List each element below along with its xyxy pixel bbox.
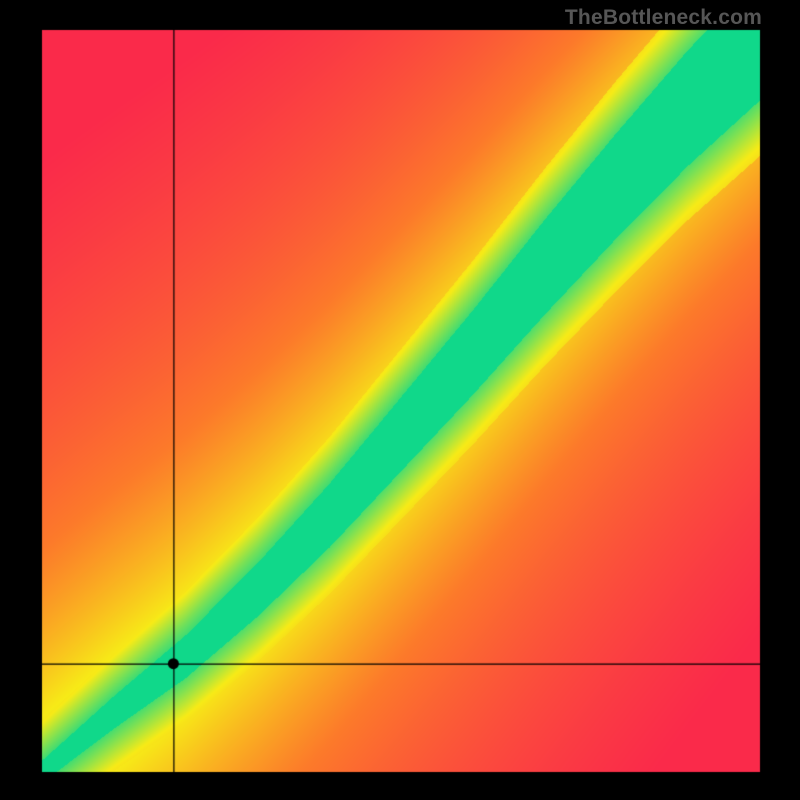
heatmap-canvas: [0, 0, 800, 800]
watermark-text: TheBottleneck.com: [565, 6, 762, 30]
